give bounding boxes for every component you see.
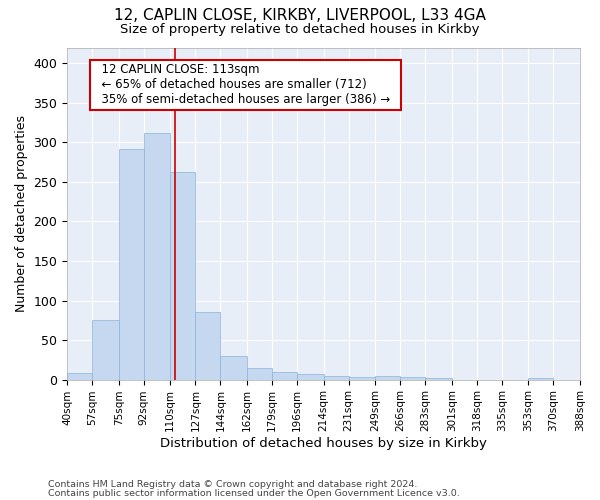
Text: Contains public sector information licensed under the Open Government Licence v3: Contains public sector information licen… (48, 488, 460, 498)
Bar (144, 133, 170, 380)
Y-axis label: Number of detached properties: Number of detached properties (15, 115, 28, 312)
Bar (425, 378, 452, 380)
Text: 12, CAPLIN CLOSE, KIRKBY, LIVERPOOL, L33 4GA: 12, CAPLIN CLOSE, KIRKBY, LIVERPOOL, L33… (114, 8, 486, 22)
Bar (375, 376, 400, 380)
Bar (247, 368, 272, 380)
Bar (400, 377, 425, 380)
Text: 12 CAPLIN CLOSE: 113sqm
  ← 65% of detached houses are smaller (712)
  35% of se: 12 CAPLIN CLOSE: 113sqm ← 65% of detache… (94, 64, 397, 106)
Bar (323, 376, 349, 380)
Text: Size of property relative to detached houses in Kirkby: Size of property relative to detached ho… (120, 22, 480, 36)
Bar (272, 372, 297, 380)
Bar (67, 374, 92, 380)
Bar (92, 320, 119, 380)
Bar (349, 377, 375, 380)
Bar (297, 374, 323, 380)
X-axis label: Distribution of detached houses by size in Kirkby: Distribution of detached houses by size … (160, 437, 487, 450)
Bar (170, 172, 196, 380)
Text: Contains HM Land Registry data © Crown copyright and database right 2024.: Contains HM Land Registry data © Crown c… (48, 480, 418, 489)
Bar (196, 312, 220, 380)
Bar (580, 378, 600, 380)
Bar (119, 148, 144, 380)
Bar (220, 356, 247, 380)
Bar (529, 378, 553, 380)
